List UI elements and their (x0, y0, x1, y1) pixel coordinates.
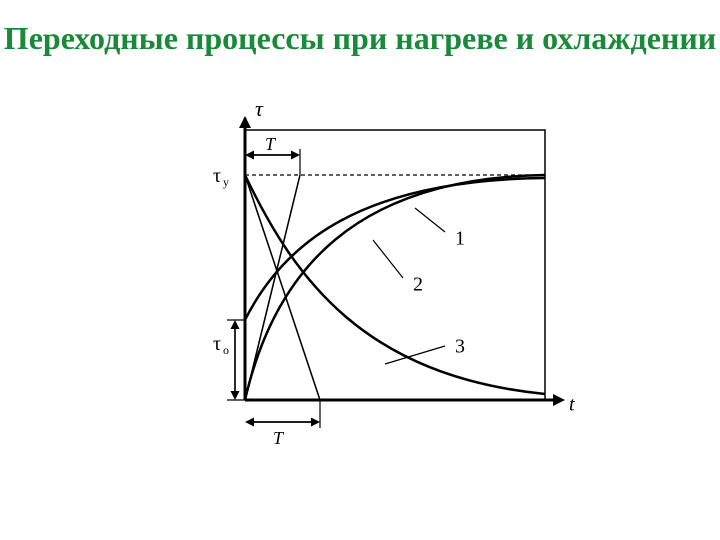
leader-1 (415, 208, 445, 232)
t-lower-span (245, 418, 320, 427)
label-tau-o-main: τ (213, 333, 221, 355)
label-t-lower: T (273, 428, 285, 448)
label-tau-y-main: τ (213, 165, 221, 187)
label-tau-o-sub: o (223, 343, 229, 357)
label-x-axis: t (569, 394, 575, 416)
leader-2 (373, 240, 403, 278)
chart-svg: τ t τ у τ o T T 1 2 3 (155, 100, 585, 450)
tau-o-span-arrow (227, 320, 245, 400)
slide-title: Переходные процессы при нагреве и охлажд… (0, 18, 720, 58)
curve-1 (245, 175, 545, 400)
label-t-upper: T (265, 134, 277, 154)
label-tau-y-sub: у (223, 175, 229, 189)
transient-chart: τ t τ у τ o T T 1 2 3 (155, 100, 585, 450)
label-curve-1: 1 (455, 228, 465, 250)
label-curve-2: 2 (413, 274, 423, 296)
label-y-axis: τ (255, 100, 264, 121)
tangent-down (245, 175, 320, 400)
slide: Переходные процессы при нагреве и охлажд… (0, 0, 720, 540)
plot-frame (245, 130, 545, 400)
label-tau-y: τ у (213, 165, 229, 189)
label-tau-o: τ o (213, 333, 229, 357)
curve-2 (245, 178, 545, 320)
label-curve-3: 3 (455, 336, 465, 358)
